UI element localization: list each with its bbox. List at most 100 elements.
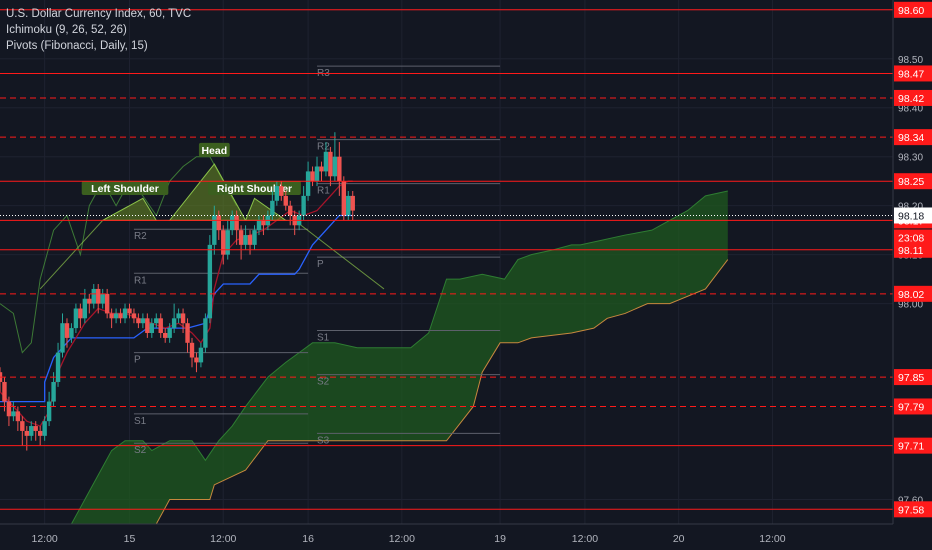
level-tag — [894, 1, 932, 18]
candle-body — [42, 421, 47, 436]
candle-body — [198, 347, 204, 363]
candle-body — [11, 411, 16, 417]
candles — [0, 132, 355, 451]
level-tag — [894, 65, 932, 82]
candle-body — [140, 318, 146, 324]
candle-body — [283, 195, 288, 206]
price-tick-label: 98.30 — [898, 153, 923, 164]
candle-body — [337, 156, 342, 182]
time-axis-bg — [0, 524, 932, 550]
candle-body — [100, 293, 105, 304]
candle-body — [91, 288, 96, 304]
candle-body — [221, 230, 226, 255]
candle-body — [346, 195, 351, 216]
candle-body — [55, 352, 61, 382]
candle-body — [323, 151, 329, 172]
level-label: 97.79 — [898, 401, 924, 413]
price-axis[interactable]: 97.6098.0098.1098.2098.3098.4098.5098.60… — [892, 0, 932, 550]
level-tag — [894, 173, 932, 190]
pivot-label: S1 — [317, 333, 330, 344]
candle-body — [149, 323, 155, 334]
level-label: 98.11 — [898, 245, 924, 257]
candle-body — [341, 181, 347, 216]
candle-body — [104, 293, 110, 314]
time-tick-label: 12:00 — [389, 533, 415, 545]
candle-body — [229, 215, 235, 231]
candle-body — [163, 333, 168, 338]
price-tick-label: 98.20 — [898, 202, 923, 213]
candle-body — [185, 323, 190, 343]
candle-body — [33, 426, 38, 431]
level-label: 98.47 — [898, 68, 924, 80]
chart-legend: U.S. Dollar Currency Index, 60, TVC Ichi… — [6, 6, 191, 54]
senkou-span-a — [57, 190, 728, 540]
pivots-legend[interactable]: Pivots (Fibonacci, Daily, 15) — [6, 40, 148, 52]
level-label: 98.34 — [898, 132, 924, 144]
candle-body — [194, 357, 199, 363]
pattern-label-box — [198, 142, 230, 157]
level-label: 97.58 — [898, 504, 924, 516]
level-tag — [894, 437, 932, 454]
pivot-label: R2 — [317, 142, 330, 153]
candle-body — [238, 230, 244, 245]
head-and-shoulders-pattern: Left Shoulder Head Right Shoulder — [39, 142, 385, 290]
candle-body — [37, 430, 43, 436]
candle-body — [310, 171, 315, 182]
countdown-label: 23:08 — [898, 233, 924, 245]
time-tick-label: 20 — [673, 533, 685, 545]
candle-body — [158, 318, 163, 334]
countdown-tag — [894, 229, 932, 246]
candle-body — [122, 308, 128, 319]
horizontal-levels[interactable] — [0, 9, 893, 510]
candle-body — [51, 381, 56, 402]
candle-body — [15, 411, 21, 422]
level-tag — [894, 89, 932, 106]
candle-body — [274, 186, 280, 201]
level-tag — [894, 398, 932, 415]
level-tag — [894, 241, 932, 258]
pivot-label: P — [317, 259, 324, 270]
pivot-label: S3 — [317, 435, 330, 446]
current-price-label: 98.18 — [898, 210, 924, 222]
candle-body — [136, 318, 141, 324]
candle-body — [29, 426, 34, 436]
candle-body — [301, 195, 306, 216]
ichimoku-legend[interactable]: Ichimoku (9, 26, 52, 26) — [6, 24, 127, 36]
time-axis[interactable]: 12:00 15 12:00 16 12:00 19 12:00 20 12:00 — [0, 523, 932, 550]
candle-body — [176, 313, 181, 319]
level-label: 98.02 — [898, 289, 924, 301]
pattern-label: Head — [201, 145, 227, 157]
price-tick-label: 98.00 — [898, 300, 923, 311]
candle-body — [216, 215, 221, 231]
pivot-label: S1 — [134, 416, 147, 427]
candle-body — [20, 421, 25, 431]
price-tick-label: 98.40 — [898, 104, 923, 115]
candle-body — [314, 166, 320, 182]
candle-body — [96, 288, 101, 304]
candle-body — [113, 313, 119, 319]
pattern-shape — [244, 197, 288, 221]
level-tag — [894, 501, 932, 518]
pivot-label: R2 — [134, 231, 147, 242]
price-tick-label: 97.60 — [898, 496, 923, 507]
level-label: 97.71 — [898, 441, 924, 453]
candle-body — [24, 430, 29, 436]
candle-body — [73, 308, 79, 329]
pivot-label: S2 — [317, 377, 330, 388]
pattern-label-box — [81, 181, 169, 196]
candle-body — [82, 298, 88, 319]
ichimoku-cloud — [57, 190, 729, 549]
chart-title[interactable]: U.S. Dollar Currency Index, 60, TVC — [6, 8, 192, 20]
candle-body — [109, 313, 114, 319]
candle-body — [167, 328, 172, 338]
candle-body — [288, 205, 293, 216]
level-label: 98.60 — [898, 5, 924, 17]
candle-body — [207, 244, 213, 319]
senkou-span-b — [58, 259, 729, 549]
candle-body — [332, 156, 338, 177]
candle-body — [180, 313, 186, 324]
time-tick-label: 12:00 — [210, 533, 236, 545]
candle-body — [2, 381, 7, 402]
time-tick-label: 12:00 — [759, 533, 785, 545]
